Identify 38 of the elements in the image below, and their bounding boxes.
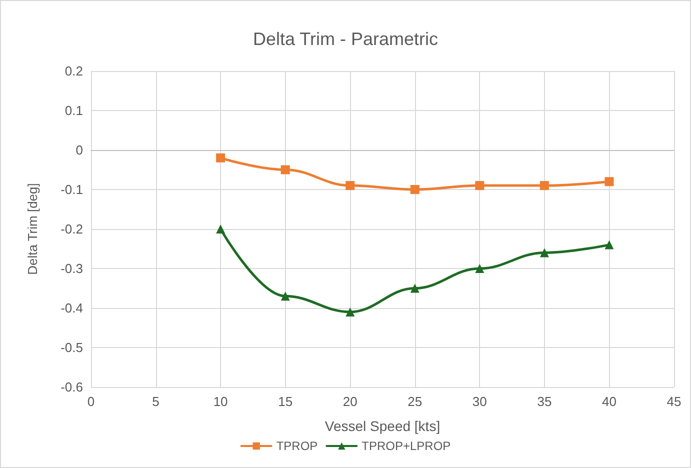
y-tick-label: 0.1	[64, 103, 83, 118]
point	[410, 185, 420, 194]
chart-title: Delta Trim - Parametric	[252, 29, 438, 49]
y-tick-label: -0.5	[60, 340, 83, 355]
point	[410, 284, 420, 293]
x-tick-label: 5	[152, 394, 160, 409]
x-tick-label: 0	[87, 394, 95, 409]
y-tick-label: -0.4	[60, 300, 83, 316]
x-tick-label: 20	[342, 394, 358, 409]
point	[216, 224, 226, 234]
point	[475, 264, 484, 273]
legend-label: TPROP+LPROP	[362, 439, 451, 453]
point	[280, 165, 290, 174]
x-tick-label: 35	[537, 394, 552, 409]
y-tick-label: -0.2	[60, 222, 83, 236]
point	[604, 240, 614, 250]
point	[346, 181, 355, 190]
point	[540, 181, 549, 190]
y-tick-label: -0.3	[60, 261, 83, 276]
point	[540, 248, 549, 258]
y-tick-label: -0.1	[60, 182, 83, 197]
y-tick-label: -0.6	[60, 380, 83, 394]
y-tick-label: 0.2	[64, 64, 83, 78]
point	[346, 307, 355, 316]
x-tick-label: 40	[602, 394, 616, 409]
point	[475, 181, 484, 190]
x-axis-title: Vessel Speed [kts]	[324, 418, 440, 434]
x-tick-label: 15	[278, 394, 293, 409]
x-tick-label: 45	[666, 394, 682, 409]
point	[216, 153, 226, 162]
legend-label: TPROP	[276, 439, 318, 453]
x-tick-label: 30	[472, 394, 487, 409]
x-tick-label: 25	[408, 394, 422, 409]
y-tick-label: 0	[76, 142, 83, 158]
point	[280, 292, 290, 301]
y-axis-title: Delta Trim [deg]	[25, 183, 40, 275]
point	[604, 177, 614, 186]
x-tick-label: 10	[213, 394, 228, 409]
